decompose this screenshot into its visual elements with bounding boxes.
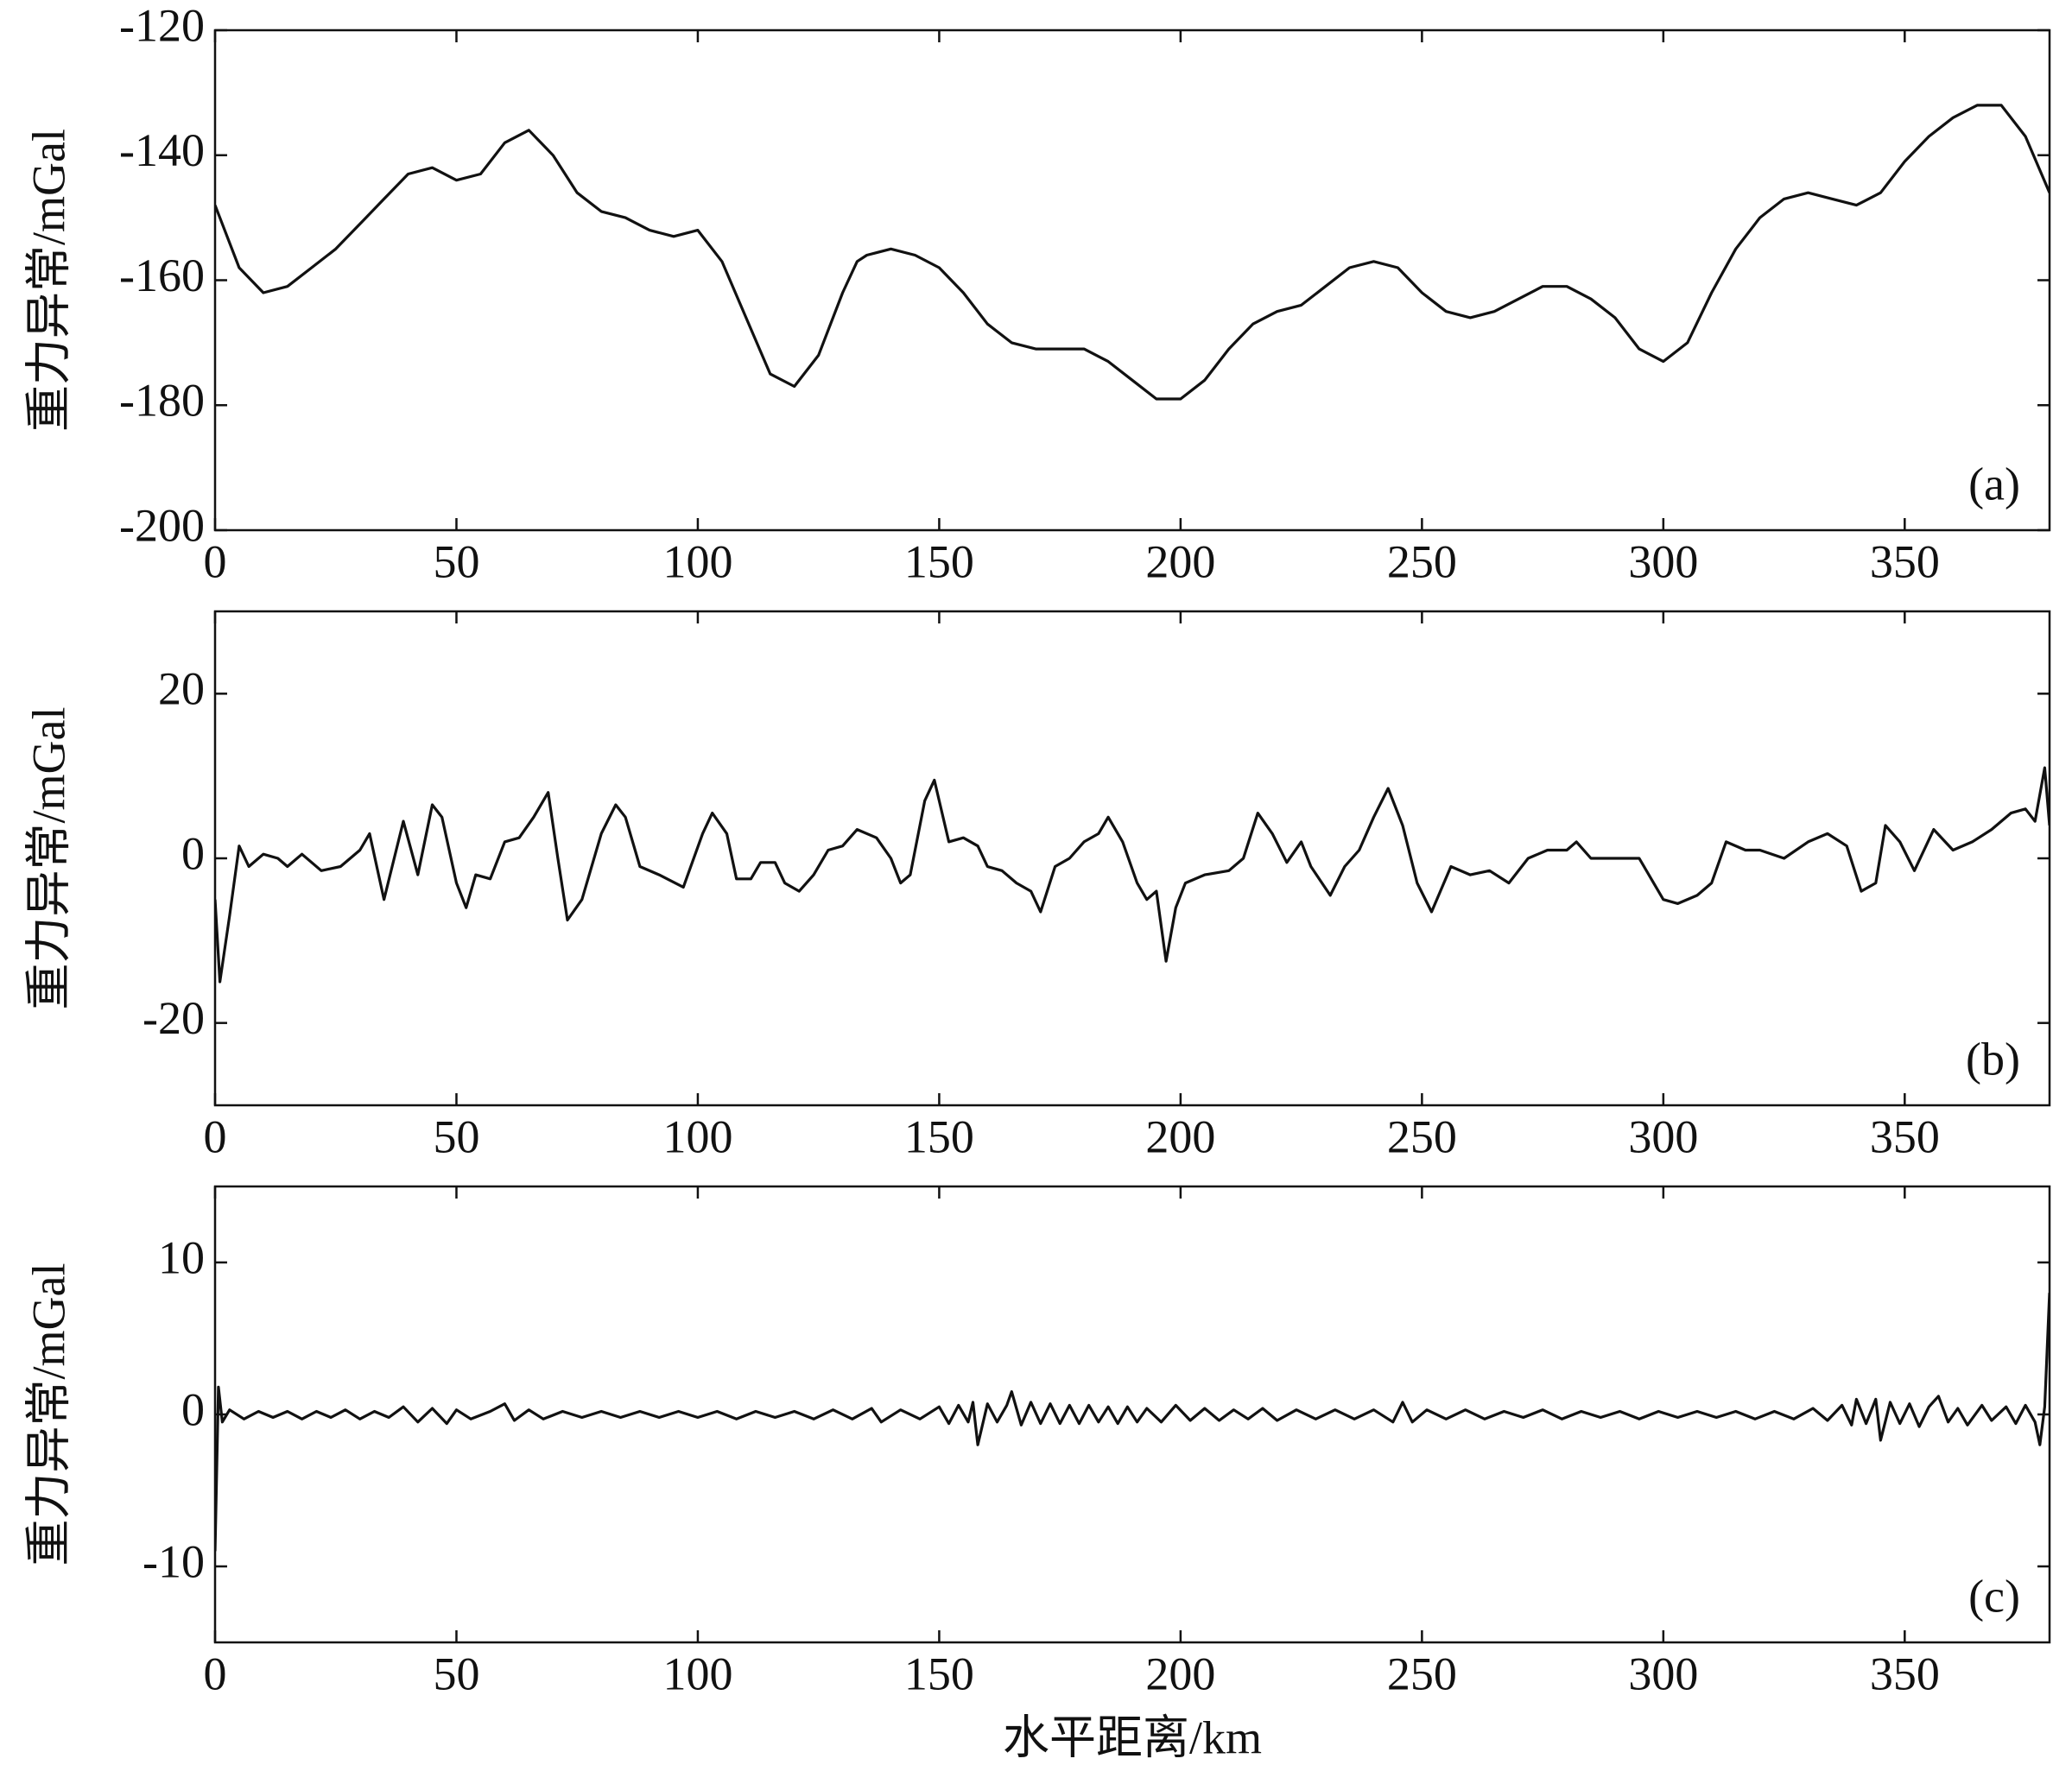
y-tick-label: -140 bbox=[119, 124, 205, 176]
y-axis-label: 重力异常/mGal bbox=[22, 707, 74, 1010]
y-tick-label: -180 bbox=[119, 375, 205, 427]
plot-frame bbox=[213, 610, 2051, 1107]
y-axis-label: 重力异常/mGal bbox=[22, 1263, 74, 1566]
data-line bbox=[215, 1293, 2050, 1552]
y-tick-label: 20 bbox=[158, 663, 205, 715]
plot-frame bbox=[213, 28, 2051, 532]
x-tick-label: 150 bbox=[904, 535, 974, 587]
panel-label: (b) bbox=[1966, 1033, 2020, 1085]
x-tick-label: 100 bbox=[662, 1110, 732, 1162]
x-tick-label: 300 bbox=[1628, 535, 1698, 587]
x-tick-label: 100 bbox=[662, 1648, 732, 1699]
panel-label: (a) bbox=[1968, 458, 2020, 509]
y-tick-label: -120 bbox=[119, 0, 205, 51]
x-tick-label: 200 bbox=[1145, 1648, 1215, 1699]
x-tick-label: 0 bbox=[204, 1110, 227, 1162]
x-tick-label: 250 bbox=[1387, 1648, 1457, 1699]
x-tick-label: 0 bbox=[204, 1648, 227, 1699]
y-tick-label: -20 bbox=[143, 992, 205, 1044]
x-tick-label: 150 bbox=[904, 1648, 974, 1699]
x-tick-label: 50 bbox=[433, 1648, 479, 1699]
y-tick-label: 10 bbox=[158, 1231, 205, 1283]
x-tick-label: 250 bbox=[1387, 1110, 1457, 1162]
y-tick-label: -10 bbox=[143, 1535, 205, 1587]
y-tick-label: -200 bbox=[119, 499, 205, 551]
x-tick-label: 350 bbox=[1870, 1110, 1940, 1162]
x-tick-label: 50 bbox=[433, 535, 479, 587]
y-axis-label: 重力异常/mGal bbox=[22, 129, 74, 432]
y-tick-label: 0 bbox=[181, 1383, 205, 1435]
x-tick-label: 250 bbox=[1387, 535, 1457, 587]
x-tick-label: 300 bbox=[1628, 1648, 1698, 1699]
x-tick-label: 350 bbox=[1870, 535, 1940, 587]
x-tick-label: 50 bbox=[433, 1110, 479, 1162]
x-tick-label: 100 bbox=[662, 535, 732, 587]
x-axis-label: 水平距离/km bbox=[1003, 1711, 1262, 1763]
x-tick-label: 350 bbox=[1870, 1648, 1940, 1699]
data-line bbox=[215, 766, 2050, 984]
plot-frame bbox=[213, 1185, 2051, 1644]
x-tick-label: 0 bbox=[204, 535, 227, 587]
panel-label: (c) bbox=[1968, 1570, 2020, 1622]
y-tick-label: -160 bbox=[119, 250, 205, 301]
y-tick-label: 0 bbox=[181, 827, 205, 879]
x-tick-label: 150 bbox=[904, 1110, 974, 1162]
x-tick-label: 200 bbox=[1145, 1110, 1215, 1162]
data-line bbox=[215, 104, 2050, 401]
x-tick-label: 300 bbox=[1628, 1110, 1698, 1162]
x-tick-label: 200 bbox=[1145, 535, 1215, 587]
